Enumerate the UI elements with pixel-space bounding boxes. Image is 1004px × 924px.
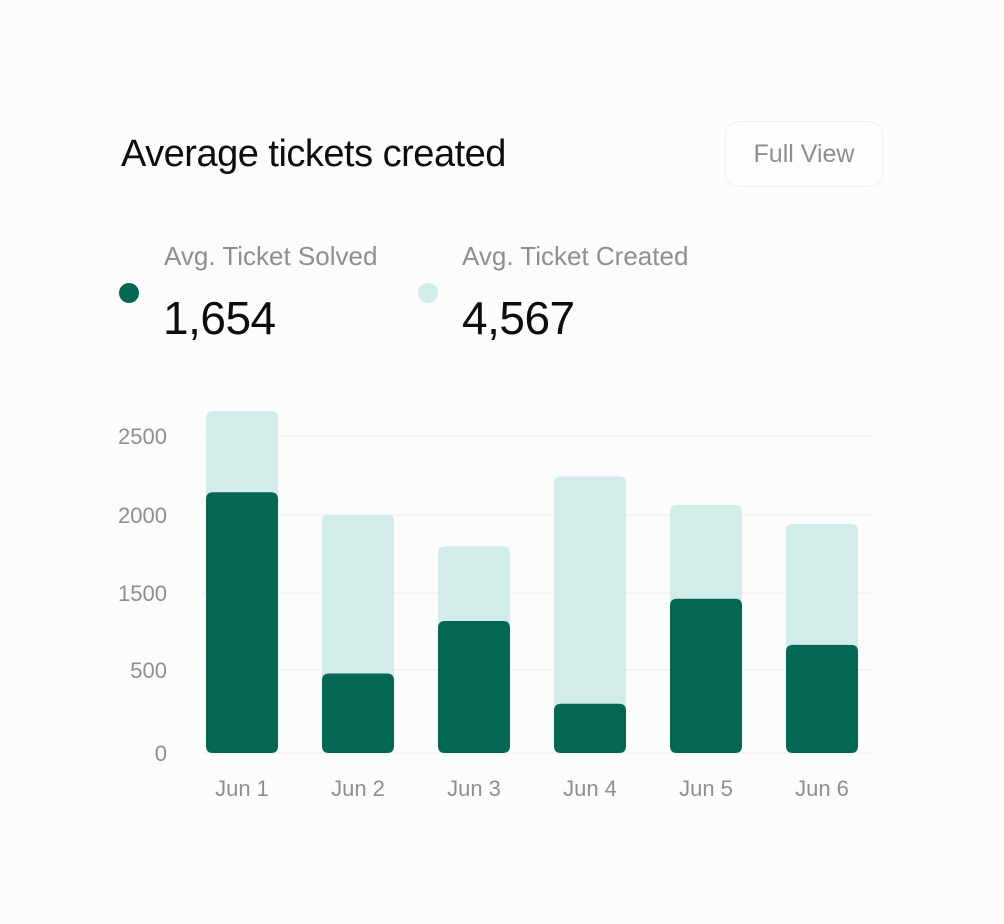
x-tick-label: Jun 1 [215,776,269,801]
legend-dot-created [418,283,438,303]
x-tick-label: Jun 2 [331,776,385,801]
bar-solved [438,621,510,753]
chart-title: Average tickets created [121,133,506,175]
bar-solved [322,673,394,753]
y-tick-label: 500 [130,658,167,683]
x-tick-label: Jun 4 [563,776,617,801]
y-tick-label: 2000 [118,503,167,528]
bar-solved [670,598,742,753]
y-tick-label: 0 [155,741,167,766]
legend-label-created: Avg. Ticket Created [462,241,689,271]
legend-value-solved: 1,654 [163,292,276,344]
legend-value-created: 4,567 [462,292,575,344]
bar-solved [206,492,278,753]
x-tick-label: Jun 3 [447,776,501,801]
x-tick-label: Jun 5 [679,776,733,801]
full-view-button[interactable]: Full View [725,121,883,187]
y-tick-label: 2500 [118,424,167,449]
bar-created [554,476,626,753]
legend-dot-solved [119,283,139,303]
y-tick-label: 1500 [118,581,167,606]
bar-solved [554,703,626,753]
x-tick-label: Jun 6 [795,776,849,801]
legend-label-solved: Avg. Ticket Solved [164,241,378,271]
bar-solved [786,644,858,753]
